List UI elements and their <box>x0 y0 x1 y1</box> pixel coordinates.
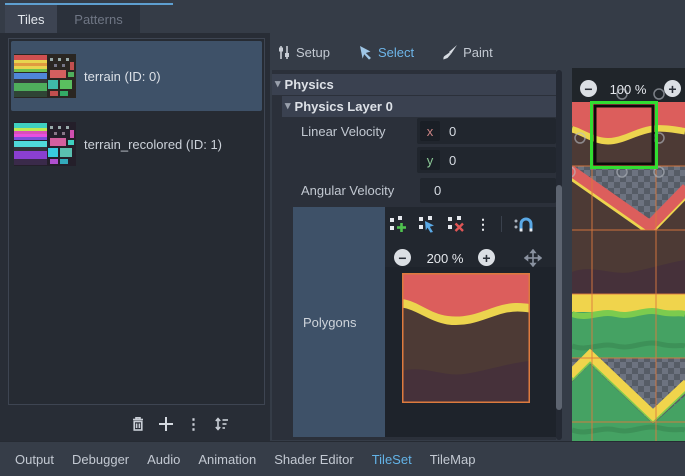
dock-tab-shader-editor[interactable]: Shader Editor <box>274 451 354 467</box>
magnet-icon <box>513 215 533 233</box>
axis-x-label: x <box>426 123 434 139</box>
dock-tab-output[interactable]: Output <box>15 451 55 467</box>
toolbar-separator <box>501 216 502 232</box>
sort-sources-button[interactable] <box>213 416 230 432</box>
list-item-label: terrain (ID: 0) <box>84 68 161 84</box>
inspector-scrollbar[interactable] <box>556 70 562 440</box>
sliders-icon <box>277 45 291 60</box>
polygons-label: Polygons <box>303 314 357 330</box>
atlas-zoom-out-button[interactable]: − <box>580 80 597 97</box>
linear-velocity-y-value: 0 <box>449 152 457 168</box>
select-mode-label: Select <box>377 44 415 60</box>
tab-patterns[interactable]: Patterns <box>57 5 140 33</box>
angular-velocity-label: Angular Velocity <box>301 183 395 198</box>
delete-polygon-button[interactable] <box>447 215 465 233</box>
snap-toggle-button[interactable] <box>513 215 533 233</box>
tileset-tab-strip: Tiles Patterns <box>0 0 270 33</box>
paint-mode-button[interactable]: Paint <box>442 44 493 60</box>
axis-y-badge: y <box>420 150 440 170</box>
scrollbar-thumb[interactable] <box>556 185 562 410</box>
list-item-terrain-recolored[interactable]: terrain_recolored (ID: 1) <box>11 115 262 173</box>
edit-polygon-button[interactable] <box>418 215 436 233</box>
atlas-texture <box>572 88 685 443</box>
physics-layer0-header[interactable]: ▾ Physics Layer 0 <box>282 96 556 117</box>
plus-circle-icon: + <box>668 80 677 97</box>
physics-layer0-label: Physics Layer 0 <box>294 99 393 114</box>
dots-icon: ⋮ <box>186 416 201 433</box>
angular-velocity-field[interactable]: 0 <box>420 178 556 203</box>
list-item-label: terrain_recolored (ID: 1) <box>84 136 222 152</box>
polygon-editor-toolbar: ⋮ <box>389 213 533 235</box>
linear-velocity-label: Linear Velocity <box>301 124 386 139</box>
linear-velocity-x-value: 0 <box>449 123 457 139</box>
chevron-down-icon: ▾ <box>285 100 291 112</box>
axis-y-label: y <box>426 152 434 168</box>
physics-section-label: Physics <box>284 77 334 92</box>
polygon-zoom-out-button[interactable]: − <box>394 249 411 266</box>
select-mode-button[interactable]: Select <box>358 45 414 60</box>
source-list-toolbar: ⋮ <box>130 411 265 437</box>
dock-tab-animation[interactable]: Animation <box>198 451 257 467</box>
dock-tab-tileset[interactable]: TileSet <box>371 451 412 467</box>
atlas-zoom-level[interactable]: 100 % <box>609 82 647 97</box>
dots-icon: ⋮ <box>476 215 490 232</box>
tab-tiles-label: Tiles <box>17 11 45 27</box>
paintbrush-icon <box>442 44 458 60</box>
polygon-canvas[interactable] <box>385 267 556 437</box>
list-item-terrain[interactable]: terrain (ID: 0) <box>11 41 262 111</box>
dock-tab-audio[interactable]: Audio <box>147 451 181 467</box>
pan-handle[interactable] <box>524 249 542 267</box>
axis-x-badge: x <box>420 121 440 141</box>
tab-tiles[interactable]: Tiles <box>5 5 57 33</box>
polygon-add-icon <box>389 215 407 233</box>
active-tab-highlight-line <box>5 3 173 5</box>
trash-icon <box>130 416 146 432</box>
dock-tab-debugger[interactable]: Debugger <box>72 451 130 467</box>
polygons-label-panel: Polygons <box>293 207 385 437</box>
bottom-dock-bar: Output Debugger Audio Animation Shader E… <box>0 441 685 476</box>
minus-circle-icon: − <box>584 80 593 97</box>
setup-mode-label: Setup <box>296 44 330 60</box>
polygon-zoom-level[interactable]: 200 % <box>426 251 464 266</box>
polygon-menu-button[interactable]: ⋮ <box>476 216 490 233</box>
sort-icon <box>213 416 230 432</box>
setup-mode-button[interactable]: Setup <box>277 45 330 60</box>
tab-patterns-label: Patterns <box>74 11 123 27</box>
linear-velocity-x-field[interactable]: x 0 <box>417 118 556 144</box>
cursor-icon <box>358 45 373 60</box>
polygon-editor: ⋮ − 200 % + <box>385 207 556 437</box>
paint-mode-label: Paint <box>463 44 493 60</box>
tileset-thumbnail <box>14 122 76 166</box>
plus-circle-icon: + <box>482 249 491 266</box>
atlas-view-panel[interactable]: − 100 % + <box>572 68 685 443</box>
move-icon <box>524 249 542 267</box>
dock-tab-tilemap[interactable]: TileMap <box>429 451 476 467</box>
delete-source-button[interactable] <box>130 416 146 432</box>
linear-velocity-y-field[interactable]: y 0 <box>417 147 556 173</box>
polygon-delete-icon <box>447 215 465 233</box>
source-menu-button[interactable]: ⋮ <box>186 415 201 433</box>
angular-velocity-value: 0 <box>434 183 442 198</box>
tile-sources-list: terrain (ID: 0) terrain_re <box>8 38 265 405</box>
physics-section-header[interactable]: ▾ Physics <box>272 74 556 95</box>
selected-tile-outline <box>590 101 658 169</box>
atlas-zoom-in-button[interactable]: + <box>664 80 681 97</box>
polygon-zoom-in-button[interactable]: + <box>478 249 495 266</box>
chevron-down-icon: ▾ <box>275 78 281 90</box>
add-source-button[interactable] <box>158 416 174 432</box>
tile-preview <box>402 273 530 403</box>
tile-inspector: ▾ Physics ▾ Physics Layer 0 Linear Veloc… <box>272 70 556 440</box>
tile-sources-dock: terrain (ID: 0) terrain_re <box>0 33 270 441</box>
minus-circle-icon: − <box>398 249 407 266</box>
tileset-mode-toolbar: Setup Select Paint <box>277 40 493 64</box>
tileset-thumbnail <box>14 54 76 98</box>
add-polygon-button[interactable] <box>389 215 407 233</box>
polygon-edit-icon <box>418 215 436 233</box>
plus-icon <box>158 416 174 432</box>
